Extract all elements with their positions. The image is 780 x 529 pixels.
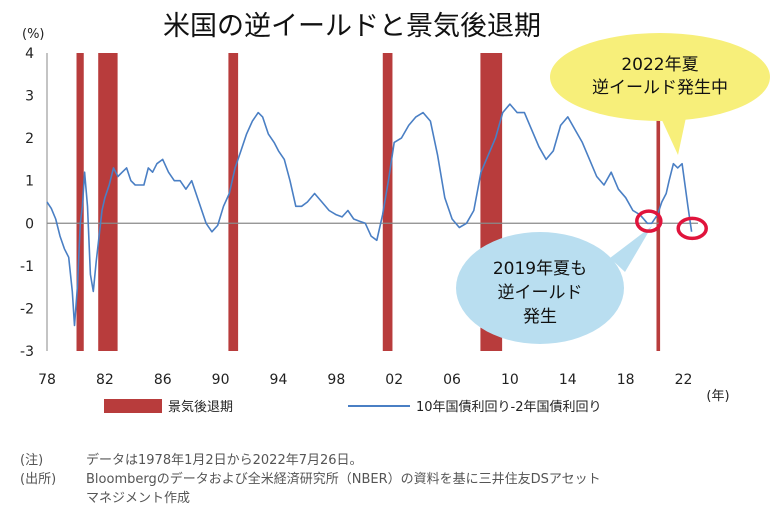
callout-2022-bubble xyxy=(550,33,770,121)
y-tick-label: -1 xyxy=(20,259,34,275)
legend-series-label: 10年国債利回り-2年国債利回り xyxy=(416,400,602,415)
x-tick-label: 10 xyxy=(501,372,519,388)
inversion-circle-2019 xyxy=(635,209,663,233)
series-line xyxy=(46,103,693,327)
x-tick-label: 22 xyxy=(675,372,693,388)
x-tick-label: 78 xyxy=(38,372,56,388)
x-tick-label: 86 xyxy=(154,372,172,388)
note-label: (注) xyxy=(20,453,44,468)
inversion-circle-2022 xyxy=(676,216,708,241)
y-tick-label: 3 xyxy=(25,89,34,105)
recession-band xyxy=(228,53,239,351)
note-label: (出所) xyxy=(20,472,57,487)
note-row-2: (出所) Bloombergのデータおよび全米経済研究所（NBER）の資料を基に三… xyxy=(20,471,601,489)
y-tick-labels: 4 3 2 1 0 -1 -2 -3 xyxy=(20,46,34,360)
x-tick-label: 18 xyxy=(617,372,635,388)
x-tick-label: 82 xyxy=(96,372,114,388)
callout-2019-line-1: 2019年夏も xyxy=(493,259,587,279)
x-axis-unit: (年) xyxy=(706,389,729,404)
note-row-1: (注) データは1978年1月2日から2022年7月26日。 xyxy=(20,452,363,470)
series-line-layer xyxy=(46,103,693,327)
note-text: Bloombergのデータおよび全米経済研究所（NBER）の資料を基に三井住友D… xyxy=(86,472,601,487)
y-tick-label: -3 xyxy=(20,344,34,360)
note-text: マネジメント作成 xyxy=(86,491,191,506)
recession-band xyxy=(76,53,84,351)
y-tick-label: 4 xyxy=(25,46,34,62)
note-text: データは1978年1月2日から2022年7月26日。 xyxy=(86,453,363,468)
x-tick-label: 06 xyxy=(443,372,461,388)
y-axis-unit: (%) xyxy=(22,27,45,42)
legend-recession-swatch xyxy=(104,399,162,413)
recession-band xyxy=(98,53,118,351)
x-tick-label: 98 xyxy=(327,372,345,388)
callout-2022: 2022年夏 逆イールド発生中 xyxy=(550,33,770,155)
x-tick-label: 90 xyxy=(212,372,230,388)
chart-title: 米国の逆イールドと景気後退期 xyxy=(163,11,541,42)
callout-2022-line-1: 2022年夏 xyxy=(621,55,698,75)
callout-2019: 2019年夏も 逆イールド 発生 xyxy=(456,226,652,344)
x-tick-label: 14 xyxy=(559,372,577,388)
recession-band xyxy=(382,53,393,351)
note-row-3: マネジメント作成 xyxy=(20,490,190,508)
y-tick-label: 1 xyxy=(25,174,34,190)
x-tick-label: 94 xyxy=(270,372,288,388)
legend-recession-label: 景気後退期 xyxy=(168,399,233,415)
legend: 景気後退期 10年国債利回り-2年国債利回り xyxy=(104,399,602,415)
callout-2019-line-3: 発生 xyxy=(523,307,557,327)
callout-2019-tail xyxy=(610,226,652,272)
callout-2022-line-2: 逆イールド発生中 xyxy=(592,78,728,98)
x-tick-label: 02 xyxy=(385,372,403,388)
recession-band xyxy=(656,53,661,351)
y-tick-label: -2 xyxy=(20,301,34,317)
callout-2019-line-2: 逆イールド xyxy=(498,283,583,303)
y-tick-label: 2 xyxy=(25,131,34,147)
callout-2019-bubble xyxy=(456,232,624,344)
y-tick-label: 0 xyxy=(25,216,34,232)
x-tick-labels: 78 82 86 90 94 98 02 06 10 14 18 22 xyxy=(38,372,692,388)
